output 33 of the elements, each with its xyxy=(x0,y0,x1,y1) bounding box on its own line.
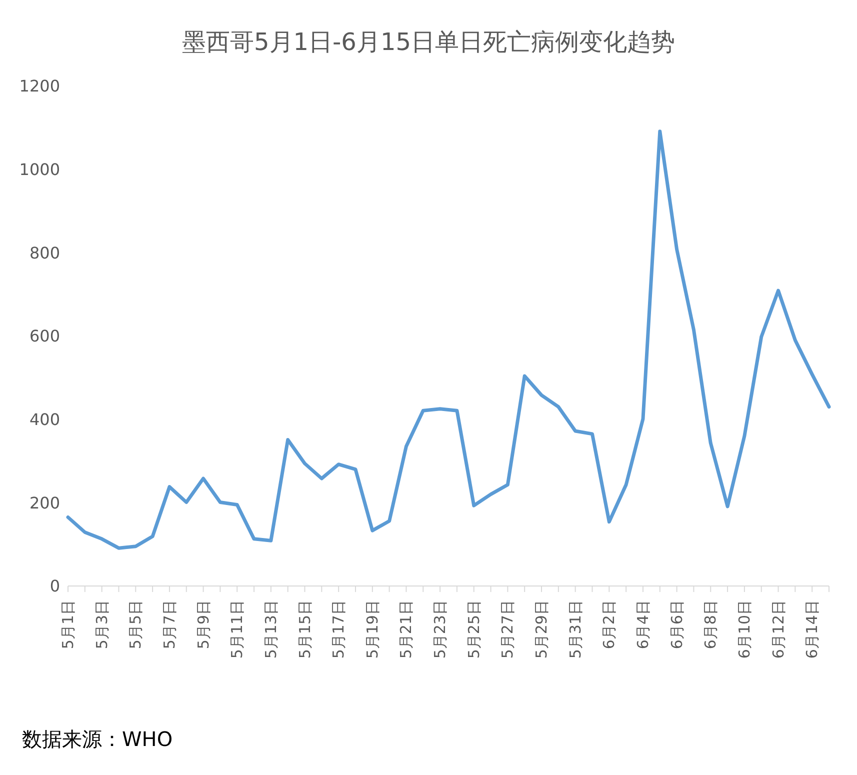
x-tick-label: 6月14日 xyxy=(803,600,822,659)
x-tick-label: 5月1日 xyxy=(59,600,77,650)
y-tick-label: 600 xyxy=(29,326,60,346)
chart-title: 墨西哥5月1日-6月15日单日死亡病例变化趋势 xyxy=(180,27,676,58)
x-tick-label: 5月5日 xyxy=(126,600,145,650)
x-tick-label: 5月21日 xyxy=(397,600,416,659)
x-tick-label: 5月3日 xyxy=(92,600,111,650)
x-tick-label: 5月29日 xyxy=(532,600,551,659)
x-tick-label: 6月2日 xyxy=(600,600,618,650)
x-tick-label: 6月10日 xyxy=(735,600,754,659)
x-tick-label: 5月23日 xyxy=(431,600,450,659)
source-note: 数据来源：WHO xyxy=(22,726,173,753)
x-tick-label: 6月4日 xyxy=(634,600,652,650)
y-tick-label: 1000 xyxy=(19,160,60,180)
x-tick-label: 6月6日 xyxy=(668,600,686,650)
y-tick-label: 200 xyxy=(29,493,60,512)
line-series xyxy=(66,130,831,550)
y-tick-label: 1200 xyxy=(19,76,60,96)
x-tick-label: 5月31日 xyxy=(566,600,584,659)
x-tick-label: 5月17日 xyxy=(330,600,348,659)
x-tick-label: 5月11日 xyxy=(228,600,246,659)
x-tick-label: 5月9日 xyxy=(194,600,212,650)
x-tick-label: 6月8日 xyxy=(702,600,720,650)
x-tick-label: 6月12日 xyxy=(769,600,788,659)
y-tick-label: 0 xyxy=(50,576,60,596)
x-tick-label: 5月25日 xyxy=(464,600,483,659)
x-tick-label: 5月27日 xyxy=(498,600,517,659)
x-tick-label: 5月15日 xyxy=(296,600,314,659)
x-tick-label: 5月13日 xyxy=(262,600,280,659)
y-tick-label: 400 xyxy=(29,410,60,430)
x-tick-label: 5月7日 xyxy=(160,600,178,650)
y-tick-label: 800 xyxy=(29,243,60,262)
x-tick-label: 5月19日 xyxy=(363,600,382,659)
